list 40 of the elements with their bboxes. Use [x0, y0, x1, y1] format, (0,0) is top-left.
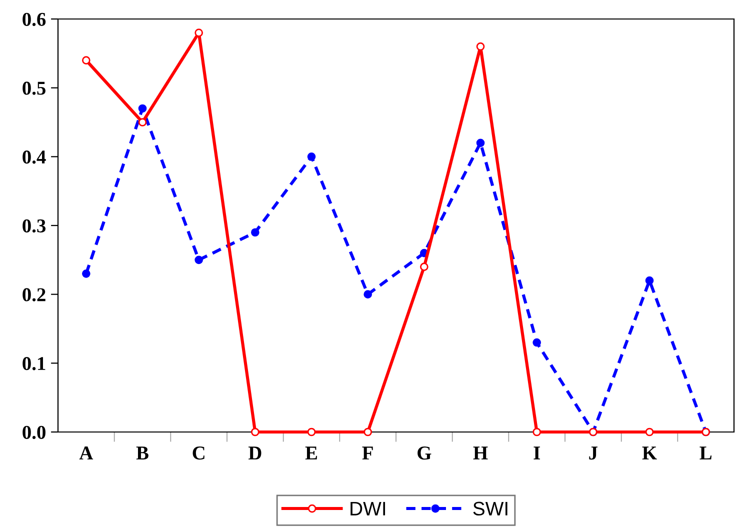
point — [645, 276, 654, 285]
point — [645, 428, 654, 436]
point — [82, 56, 90, 64]
x-tick-label: F — [362, 446, 373, 460]
point — [364, 428, 372, 436]
point — [307, 428, 316, 436]
y-tick-label: 0.3 — [22, 219, 46, 233]
x-tick-label: E — [305, 446, 317, 460]
point — [307, 152, 316, 161]
x-tick-label: H — [473, 446, 488, 460]
x-tick-label: I — [534, 446, 540, 460]
point — [364, 290, 372, 298]
point — [476, 138, 485, 148]
y-tick-label: 0.6 — [22, 12, 46, 26]
point — [420, 262, 428, 271]
legend-label: DWI — [350, 502, 386, 516]
legend-label: SWI — [473, 502, 508, 516]
point — [138, 118, 147, 126]
y-tick-label: 0.0 — [22, 426, 46, 440]
point — [476, 42, 485, 51]
point — [532, 428, 541, 436]
x-tick-label: G — [418, 446, 432, 460]
y-tick-label: 0.1 — [22, 356, 46, 370]
point — [194, 256, 203, 264]
y-tick-label: 0.5 — [22, 82, 46, 95]
point — [251, 228, 260, 237]
x-tick-label: J — [589, 446, 598, 460]
point — [194, 28, 203, 37]
x-tick-label: D — [248, 446, 262, 460]
x-tick-label: L — [700, 446, 712, 460]
point — [82, 270, 90, 278]
point — [138, 104, 147, 113]
x-tick-label: K — [642, 446, 657, 460]
y-tick-label: 0.2 — [22, 288, 46, 302]
x-tick-label: A — [79, 446, 94, 460]
x-tick-label: C — [192, 446, 204, 460]
x-tick-label: B — [136, 446, 148, 460]
point — [251, 428, 260, 436]
point — [532, 338, 541, 347]
y-tick-label: 0.4 — [22, 150, 46, 164]
